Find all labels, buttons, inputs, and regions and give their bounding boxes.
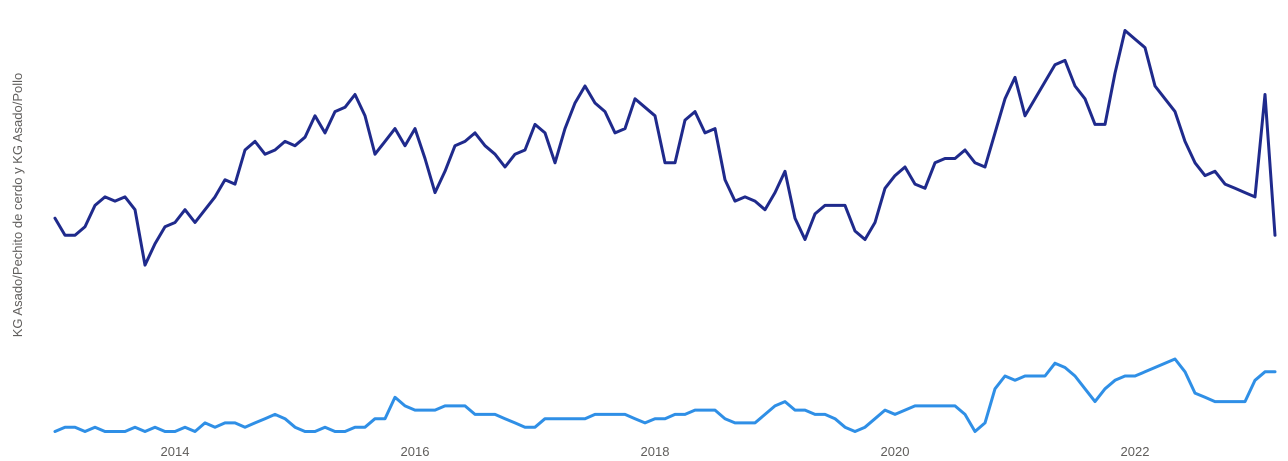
x-tick-label: 2016: [401, 444, 430, 459]
series-1: [55, 31, 1275, 266]
x-tick-label: 2022: [1121, 444, 1150, 459]
series-1-line: [55, 31, 1275, 266]
series-2: [55, 359, 1275, 432]
series-layer: [55, 31, 1275, 432]
x-tick-label: 2014: [161, 444, 190, 459]
y-axis-label: KG Asado/Pechito de cerdo y KG Asado/Pol…: [10, 73, 25, 338]
series-2-line: [55, 359, 1275, 432]
x-tick-label: 2020: [881, 444, 910, 459]
x-axis: 2014 2016 2018 2020 2022: [161, 444, 1150, 459]
x-tick-label: 2018: [641, 444, 670, 459]
